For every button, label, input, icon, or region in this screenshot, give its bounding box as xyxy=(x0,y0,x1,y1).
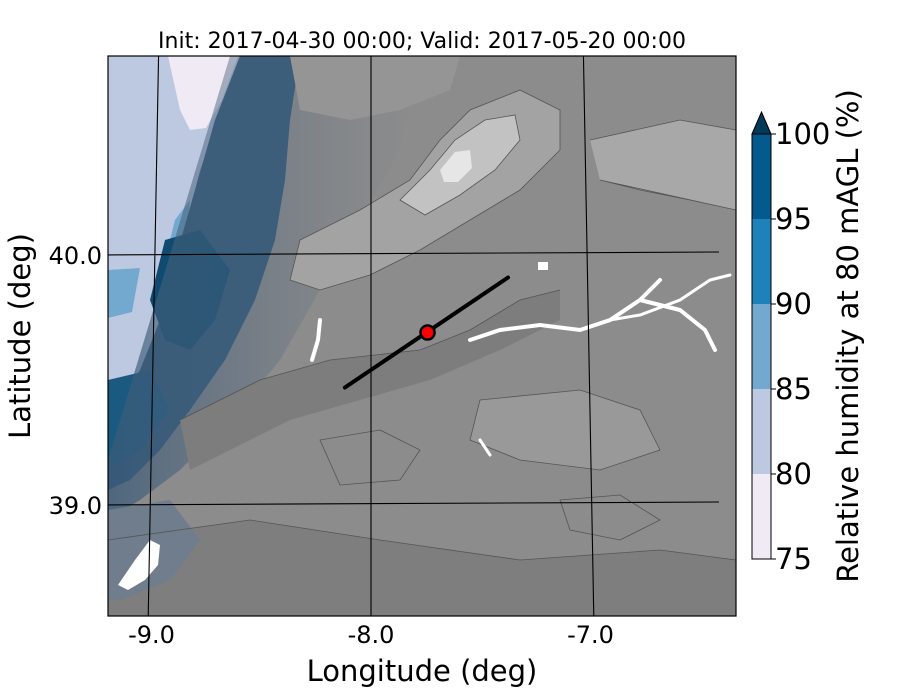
colorbar-tick-label-3: 90 xyxy=(775,287,812,321)
x-tick-labels: -9.0 -8.0 -7.0 xyxy=(128,621,614,649)
meridian-2 xyxy=(582,56,595,616)
ocean-humidity-75 xyxy=(168,56,238,130)
southern-lowland xyxy=(108,520,736,616)
x-tick-label-1: -8.0 xyxy=(348,621,395,649)
ocean-humidity-85 xyxy=(108,268,140,318)
contour-lines xyxy=(108,89,736,561)
y-tick-label-1: 39.0 xyxy=(49,492,102,520)
site-marker xyxy=(419,324,436,341)
inland-humidity-fade xyxy=(108,56,420,520)
reservoir-west xyxy=(310,318,322,362)
water-bodies xyxy=(310,273,732,457)
x-tick-label-2: -7.0 xyxy=(567,621,614,649)
colorbar-tick-label-4: 95 xyxy=(775,202,812,236)
colorbar-tick-label-5: 100 xyxy=(775,117,830,151)
colorbar-tick-label-1: 80 xyxy=(775,457,812,491)
eastern-plateau xyxy=(590,120,736,210)
colorbar-band-1 xyxy=(752,389,771,474)
colorbar-band-3 xyxy=(752,219,771,304)
colorbar-label: Relative humidity at 80 mAGL (%) xyxy=(831,89,865,583)
meridian-0 xyxy=(147,56,160,616)
mountain-peak xyxy=(440,150,472,182)
y-axis-label: Latitude (deg) xyxy=(3,233,37,439)
colorbar-frame xyxy=(751,133,772,560)
map-frame xyxy=(107,55,737,617)
colorbar-band-4 xyxy=(752,134,771,219)
graticule xyxy=(108,56,720,616)
map-title: Init: 2017-04-30 00:00; Valid: 2017-05-2… xyxy=(158,29,686,54)
colorbar-tick-label-2: 85 xyxy=(775,372,812,406)
x-axis-label: Longitude (deg) xyxy=(307,654,538,688)
x-tick-label-0: -9.0 xyxy=(128,621,175,649)
colorbar-band-2 xyxy=(752,304,771,389)
y-tick-labels: 40.0 39.0 xyxy=(49,242,102,520)
colorbar-extend-arrow xyxy=(751,110,772,135)
colorbar-band-0 xyxy=(752,474,771,559)
parallel-1 xyxy=(108,501,720,506)
colorbar-tick-label-0: 75 xyxy=(775,542,812,576)
reservoir-small xyxy=(538,262,548,270)
colorbar: 75 80 85 90 95 100 xyxy=(751,110,830,576)
map-panel xyxy=(108,56,736,616)
river-east xyxy=(608,273,732,322)
river-tagus xyxy=(468,278,717,352)
parallel-0 xyxy=(108,251,720,256)
northern-highland xyxy=(290,56,460,120)
y-tick-label-0: 40.0 xyxy=(49,242,102,270)
valley-zone xyxy=(180,290,560,470)
river-south xyxy=(478,438,492,457)
southern-highland xyxy=(470,390,660,470)
